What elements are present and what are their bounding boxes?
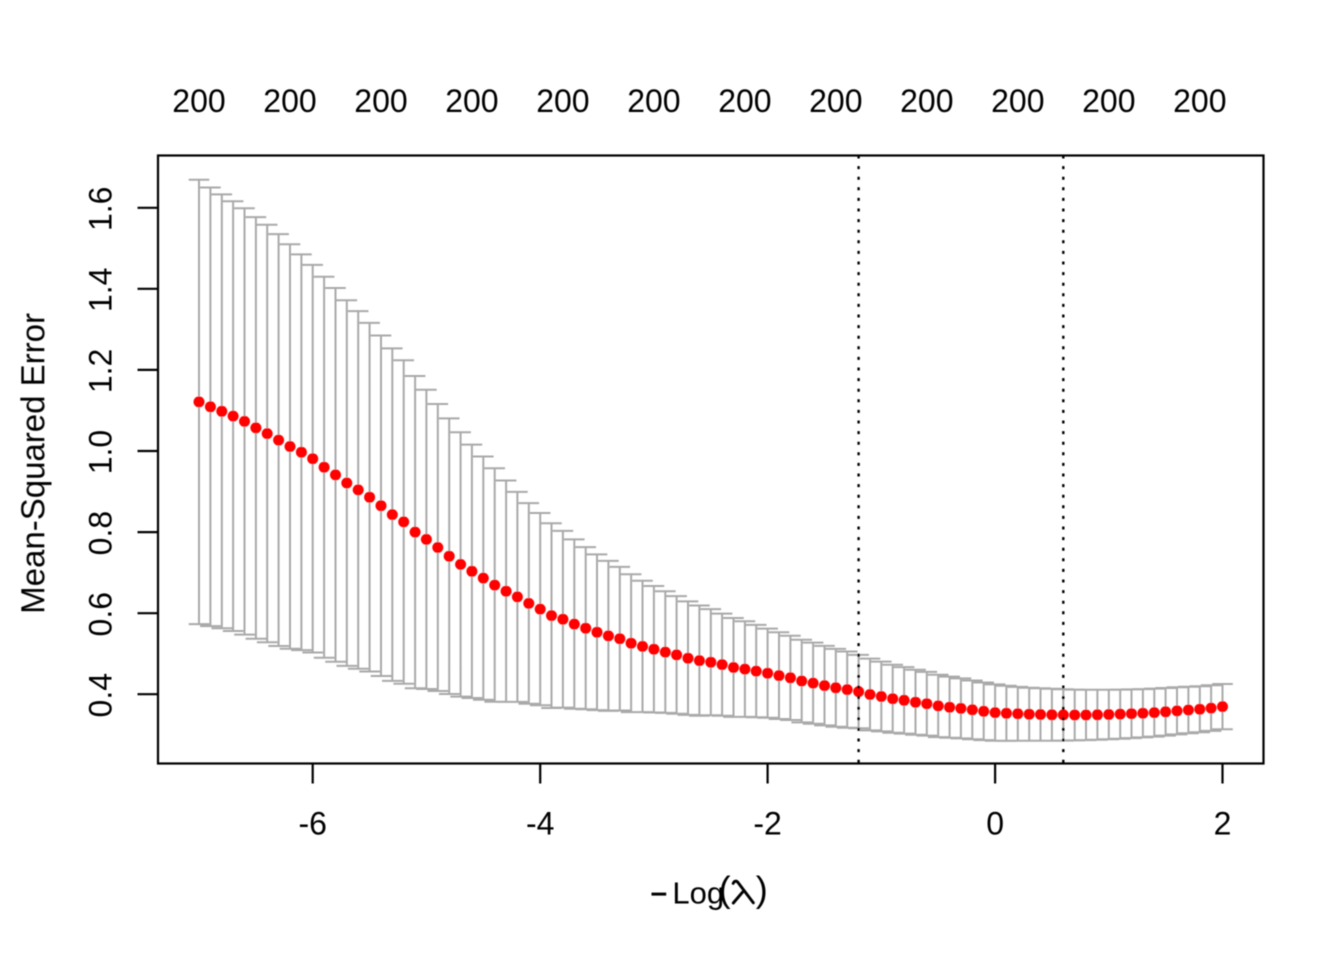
svg-text:0: 0: [986, 806, 1004, 842]
svg-text:200: 200: [718, 83, 771, 119]
svg-text:200: 200: [172, 83, 225, 119]
svg-text:-6: -6: [298, 806, 326, 842]
svg-text:0.4: 0.4: [83, 673, 119, 717]
svg-text:200: 200: [445, 83, 498, 119]
svg-text:0.8: 0.8: [83, 511, 119, 555]
svg-text:1.6: 1.6: [83, 187, 119, 231]
svg-text:200: 200: [354, 83, 407, 119]
svg-text:200: 200: [627, 83, 680, 119]
svg-text:200: 200: [1082, 83, 1135, 119]
svg-text:200: 200: [900, 83, 953, 119]
svg-text:200: 200: [991, 83, 1044, 119]
svg-text:0.6: 0.6: [83, 592, 119, 636]
svg-text:1.0: 1.0: [83, 430, 119, 474]
svg-text:2: 2: [1214, 806, 1232, 842]
svg-text:200: 200: [1173, 83, 1226, 119]
svg-text:200: 200: [536, 83, 589, 119]
svg-text:1.2: 1.2: [83, 349, 119, 393]
svg-text:): ): [756, 869, 768, 910]
svg-text:-4: -4: [526, 806, 554, 842]
svg-text:200: 200: [263, 83, 316, 119]
svg-text:(: (: [719, 869, 731, 910]
svg-text:Log: Log: [672, 876, 724, 911]
svg-text:200: 200: [809, 83, 862, 119]
svg-text:-2: -2: [753, 806, 781, 842]
svg-text:Mean-Squared Error: Mean-Squared Error: [14, 313, 51, 614]
svg-text:1.4: 1.4: [83, 268, 119, 312]
